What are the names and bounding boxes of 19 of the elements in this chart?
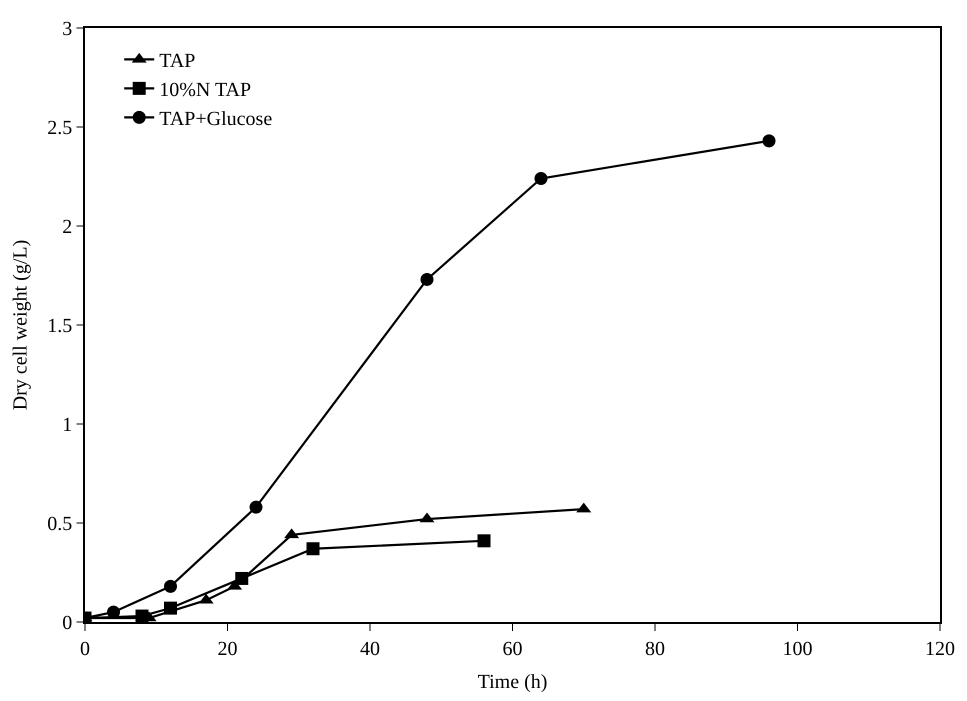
x-tick-label: 100 [782, 638, 812, 660]
y-tick-label: 2 [62, 216, 72, 238]
y-tick-label: 1.5 [47, 315, 72, 337]
x-tick-label: 0 [80, 638, 90, 660]
y-tick-label: 0.5 [47, 513, 72, 535]
y-tick-label: 3 [62, 18, 72, 40]
y-axis-title: Dry cell weight (g/L) [9, 240, 32, 410]
x-tick-label: 20 [218, 638, 238, 660]
x-tick-label: 80 [645, 638, 665, 660]
legend-label: TAP [159, 50, 196, 72]
x-tick-label: 120 [925, 638, 955, 660]
legend-label: TAP+Glucose [159, 108, 272, 130]
y-tick-label: 2.5 [47, 117, 72, 139]
x-axis-title: Time (h) [478, 670, 548, 693]
y-tick-label: 1 [62, 414, 72, 436]
y-tick-label: 0 [62, 612, 72, 634]
legend-label: 10%N TAP [159, 79, 252, 102]
x-tick-label: 40 [360, 638, 380, 660]
x-tick-label: 60 [502, 638, 522, 660]
